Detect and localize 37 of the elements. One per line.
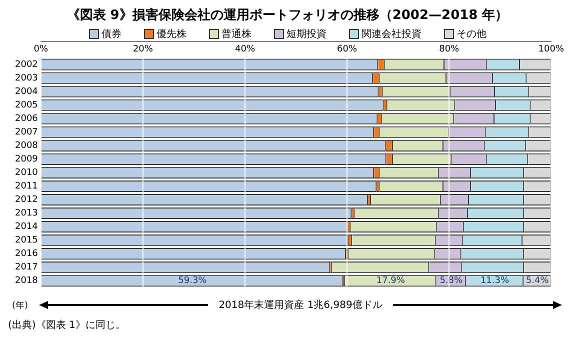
y-tick-label: 2007: [15, 127, 38, 138]
y-tick-label: 2014: [15, 222, 38, 232]
y-tick-label: 2012: [15, 195, 38, 206]
series-label: 債券: [102, 28, 122, 41]
legend-label: 優先株: [156, 28, 186, 41]
y-tick-label: 2004: [15, 86, 38, 97]
legend-label: 普通株: [222, 28, 252, 41]
y-tick-label: 2010: [15, 168, 38, 178]
x-tick-label: 20%: [132, 44, 154, 55]
text: (出典)《図表 1》に同じ。: [8, 318, 126, 332]
x-tick-label: 100%: [538, 44, 564, 55]
text: 2018年末運用資産 1兆6,989億ドル: [218, 298, 384, 312]
data-label: 17.9%: [376, 276, 406, 286]
data-label: 11.3%: [480, 276, 510, 286]
y-tick-label: 2011: [15, 182, 38, 192]
legend-label: 関連会社投資: [362, 28, 422, 41]
y-tick-label: 2016: [15, 249, 38, 260]
y-tick-label: 2015: [15, 236, 38, 246]
x-tick-label: 60%: [337, 44, 358, 55]
y-tick-label: 2008: [15, 141, 38, 152]
y-tick-label: 2018: [15, 276, 38, 286]
data-label: 5.4%: [526, 276, 550, 286]
data-label: 59.3%: [178, 276, 208, 286]
y-tick-label: 2017: [15, 262, 38, 273]
y-tick-label: 2009: [15, 154, 38, 165]
legend-label: 短期投資: [286, 28, 326, 41]
chart-title: 《図表 9》損害保険会社の運用ポートフォリオの推移（2002—2018 年）: [66, 8, 510, 24]
y-tick-label: 2002: [15, 60, 38, 70]
x-tick-label: 0%: [34, 44, 48, 55]
y-tick-label: 2003: [15, 73, 38, 84]
y-tick-label: 2006: [15, 114, 38, 124]
y-axis-title: (年): [12, 300, 30, 312]
y-tick-label: 2013: [15, 208, 38, 219]
legend-label: その他: [456, 28, 486, 41]
x-tick-label: 80%: [439, 44, 460, 55]
x-tick-label: 40%: [234, 44, 256, 55]
y-tick-label: 2005: [15, 100, 38, 110]
